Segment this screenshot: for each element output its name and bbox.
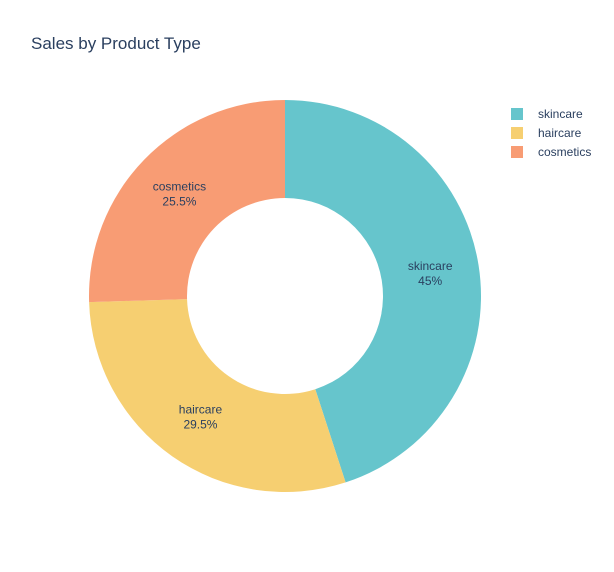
slice-cosmetics[interactable] (89, 100, 286, 303)
slice-category-text: haircare (179, 402, 223, 416)
slices-group (89, 100, 481, 492)
legend-swatch (511, 146, 523, 158)
slice-category-text: skincare (408, 259, 453, 273)
legend-swatch (511, 127, 523, 139)
slice-skincare[interactable] (285, 100, 481, 483)
legend-item-cosmetics[interactable]: cosmetics (511, 145, 591, 159)
legend-item-skincare[interactable]: skincare (511, 107, 583, 121)
slice-percent-text: 25.5% (162, 195, 196, 209)
slice-labels-group: skincare 45% haircare 29.5% cosmetics 25.5% (153, 180, 453, 432)
legend-item-haircare[interactable]: haircare (511, 126, 582, 140)
legend-label: skincare (538, 107, 583, 121)
slice-label-skincare: skincare 45% (408, 259, 453, 288)
legend[interactable]: skincare haircare cosmetics (511, 107, 591, 159)
legend-label: cosmetics (538, 145, 591, 159)
slice-haircare[interactable] (89, 299, 346, 492)
slice-percent-text: 45% (418, 274, 442, 288)
slice-percent-text: 29.5% (183, 417, 217, 431)
slice-label-cosmetics: cosmetics 25.5% (153, 180, 206, 209)
chart-title: Sales by Product Type (31, 34, 201, 53)
slice-label-haircare: haircare 29.5% (179, 402, 223, 431)
legend-label: haircare (538, 126, 582, 140)
legend-swatch (511, 108, 523, 120)
slice-category-text: cosmetics (153, 180, 206, 194)
